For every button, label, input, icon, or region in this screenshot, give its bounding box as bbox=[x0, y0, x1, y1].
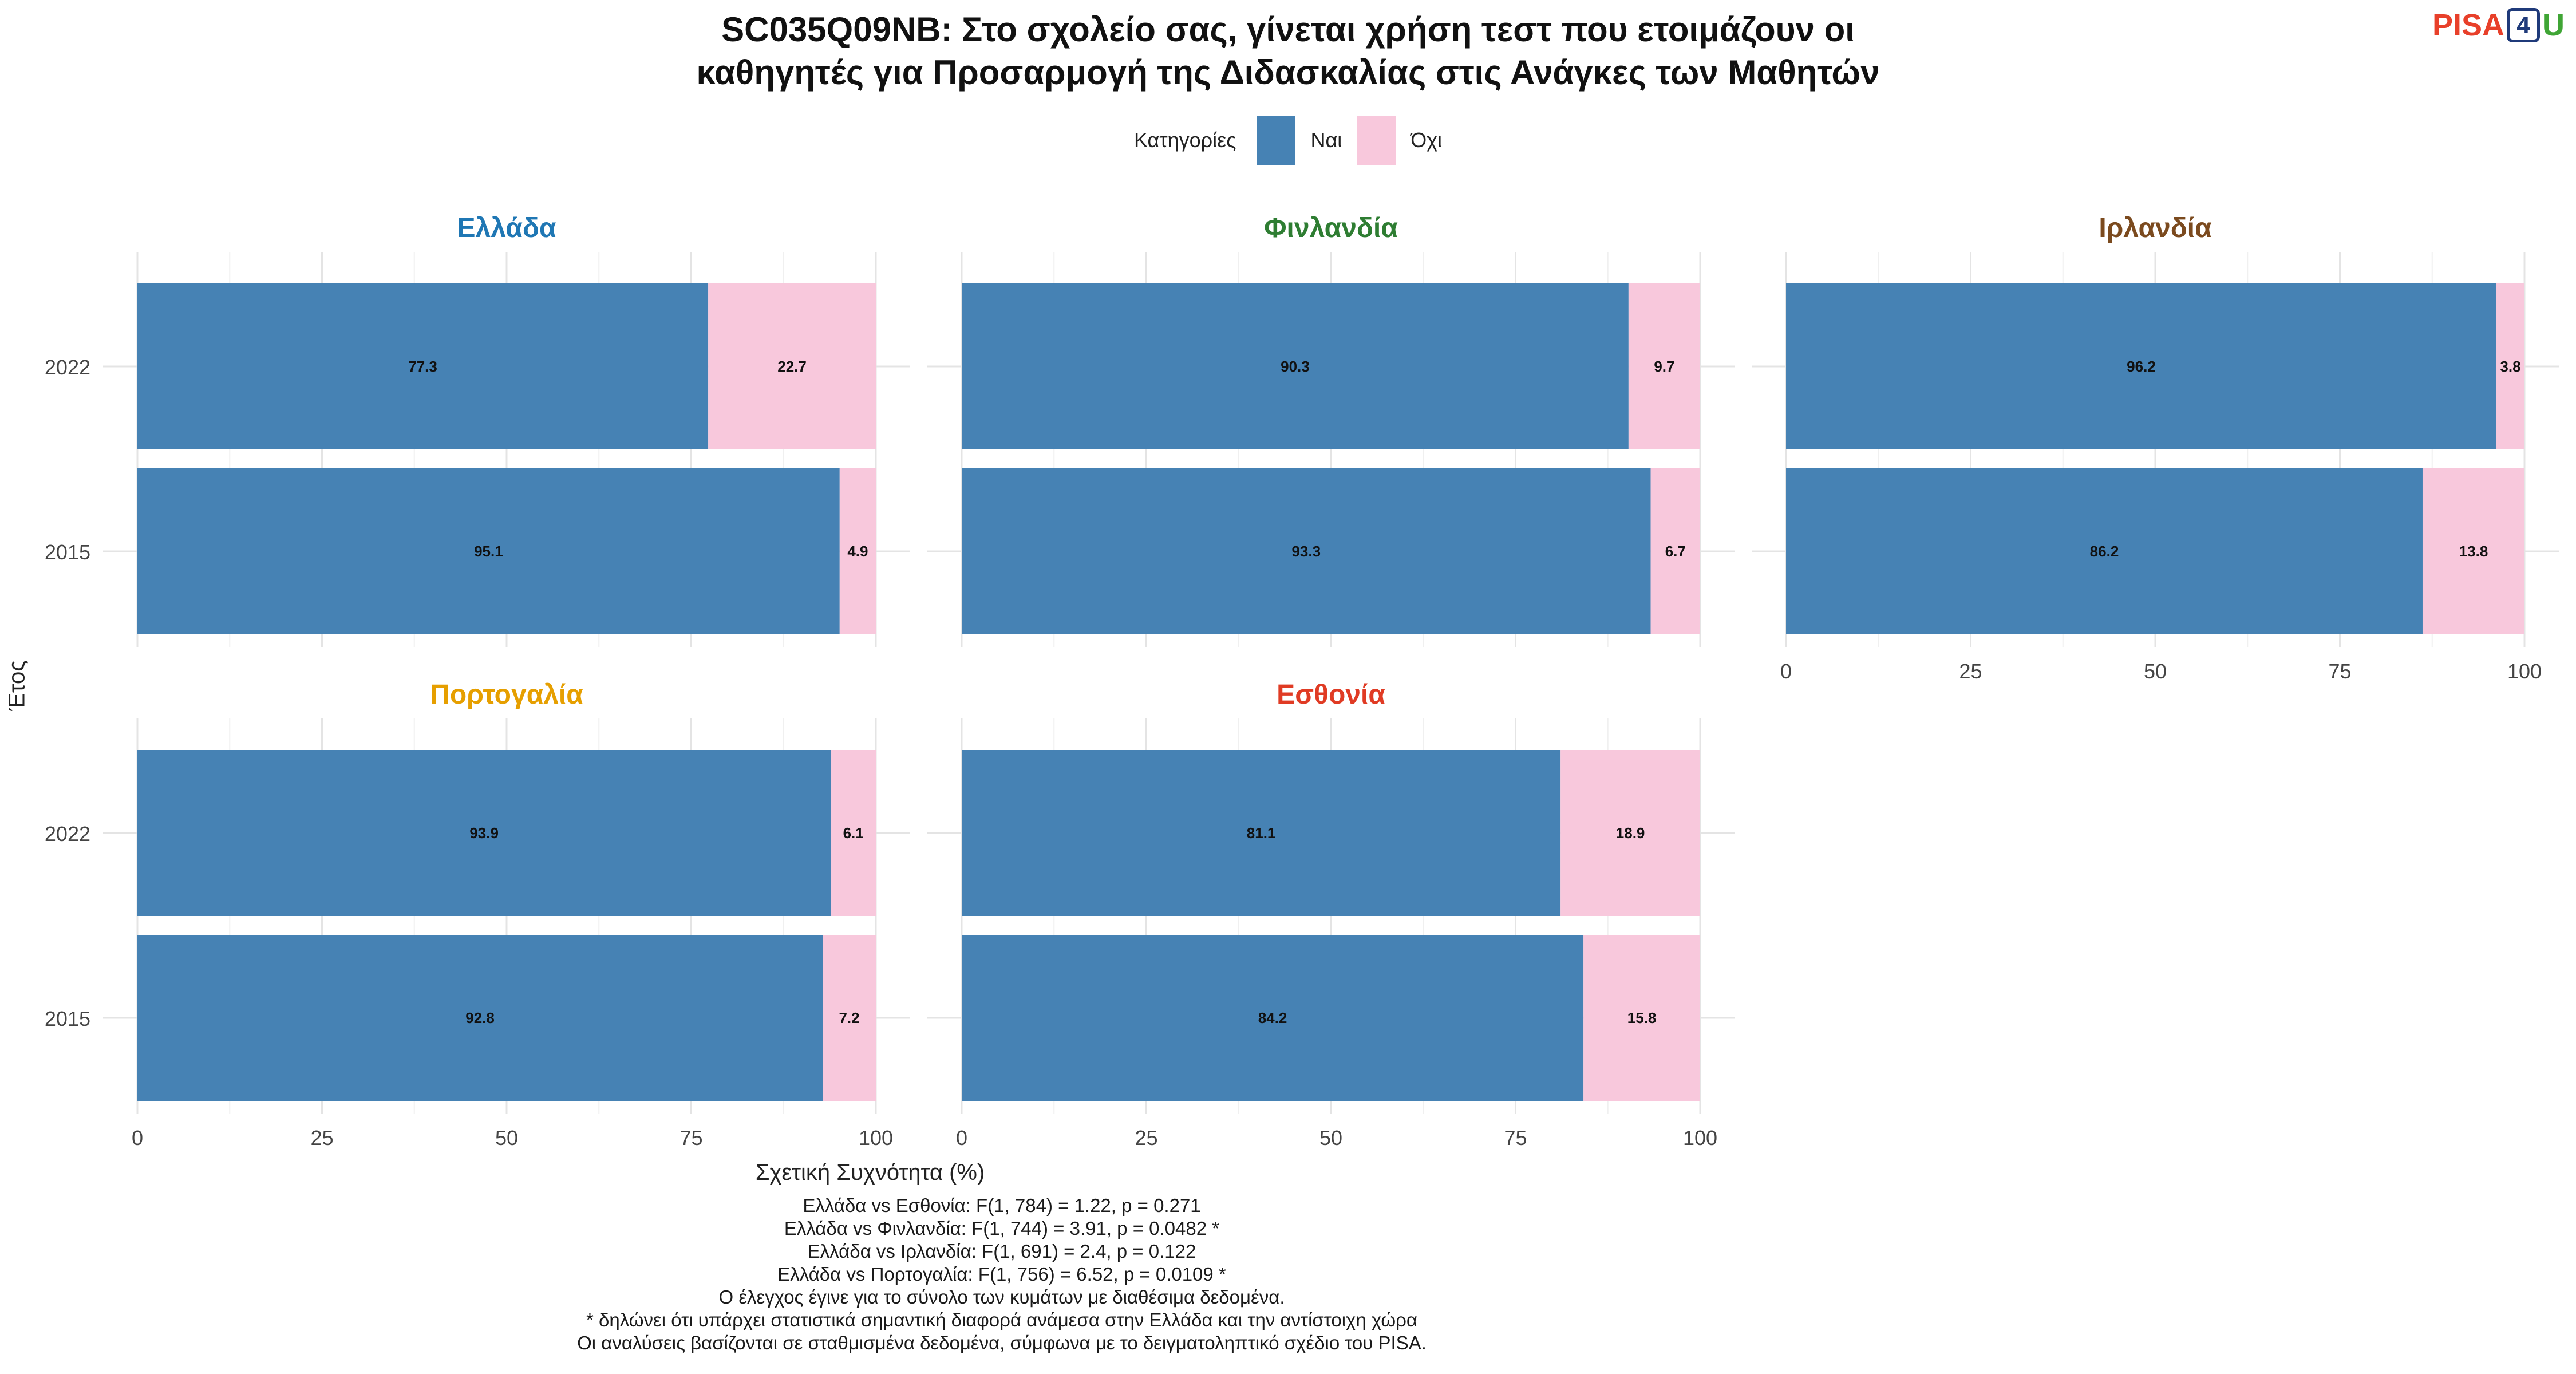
footnote-line: Ελλάδα vs Πορτογαλία: F(1, 756) = 6.52, … bbox=[777, 1264, 1226, 1285]
y-tick-label: 2015 bbox=[45, 540, 90, 564]
bar-yes bbox=[1786, 283, 2496, 449]
logo-pisa-text: PISA bbox=[2432, 8, 2504, 42]
bar-no bbox=[2496, 283, 2524, 449]
x-tick-label: 25 bbox=[310, 1126, 333, 1150]
footnotes: Ελλάδα vs Εσθονία: F(1, 784) = 1.22, p =… bbox=[0, 1194, 2004, 1355]
footnote-line: Ελλάδα vs Ιρλανδία: F(1, 691) = 2.4, p =… bbox=[807, 1241, 1196, 1262]
bar-no bbox=[708, 283, 876, 449]
x-tick-label: 25 bbox=[1959, 660, 1982, 683]
legend-item-yes: Ναι bbox=[1257, 116, 1342, 165]
logo-u-text: U bbox=[2542, 8, 2565, 42]
bar-yes bbox=[962, 283, 1629, 449]
panel-title: Ιρλανδία bbox=[2099, 213, 2212, 243]
y-tick-label: 2022 bbox=[45, 822, 90, 846]
data-label-no: 6.7 bbox=[1665, 543, 1686, 560]
legend-label-no: Όχι bbox=[1411, 128, 1443, 152]
data-label-yes: 93.9 bbox=[469, 824, 499, 842]
x-axis-label: Σχετική Συχνότητα (%) bbox=[755, 1160, 985, 1185]
x-tick-label: 75 bbox=[2328, 660, 2351, 683]
data-label-yes: 77.3 bbox=[408, 358, 437, 375]
x-tick-label: 50 bbox=[2144, 660, 2167, 683]
footnote-line: Ελλάδα vs Εσθονία: F(1, 784) = 1.22, p =… bbox=[803, 1195, 1201, 1216]
bar-no bbox=[1628, 283, 1700, 449]
legend-swatch-yes bbox=[1257, 116, 1296, 165]
y-axis-label: Έτος bbox=[4, 660, 30, 711]
bar-yes bbox=[137, 283, 709, 449]
footnote-line: * δηλώνει ότι υπάρχει στατιστικά σημαντι… bbox=[586, 1309, 1417, 1330]
chart-title-line-2: καθηγητές για Προσαρμογή της Διδασκαλίας… bbox=[696, 53, 1880, 92]
bar-no bbox=[839, 468, 876, 634]
panel-title: Φινλανδία bbox=[1264, 213, 1398, 243]
data-label-no: 6.1 bbox=[843, 824, 864, 842]
data-label-yes: 95.1 bbox=[474, 543, 503, 560]
data-label-yes: 90.3 bbox=[1281, 358, 1310, 375]
bar-yes bbox=[962, 750, 1561, 916]
panel-title: Πορτογαλία bbox=[430, 680, 583, 710]
bar-yes bbox=[962, 935, 1584, 1101]
data-label-no: 22.7 bbox=[777, 358, 807, 375]
footnote-line: Ελλάδα vs Φινλανδία: F(1, 744) = 3.91, p… bbox=[784, 1218, 1220, 1239]
panel-title: Εσθονία bbox=[1277, 680, 1385, 710]
data-label-yes: 92.8 bbox=[465, 1009, 495, 1026]
legend: Κατηγορίες Ναι Όχι bbox=[0, 114, 2576, 166]
x-tick-label: 100 bbox=[2507, 660, 2542, 683]
pisa4u-logo: PISA 4 U bbox=[2432, 2, 2565, 48]
y-tick-label: 2022 bbox=[45, 356, 90, 379]
data-label-yes: 93.3 bbox=[1291, 543, 1321, 560]
x-tick-label: 0 bbox=[132, 1126, 143, 1150]
footnote-line: Οι αναλύσεις βασίζονται σε σταθμισμένα δ… bbox=[577, 1332, 1427, 1353]
data-label-no: 15.8 bbox=[1627, 1009, 1657, 1026]
chart-title: SC035Q09NB: Στο σχολείο σας, γίνεται χρή… bbox=[0, 8, 2576, 94]
data-label-no: 9.7 bbox=[1654, 358, 1674, 375]
x-tick-label: 50 bbox=[1319, 1126, 1342, 1150]
bar-no bbox=[823, 935, 876, 1101]
x-tick-label: 50 bbox=[495, 1126, 518, 1150]
x-tick-label: 0 bbox=[1780, 660, 1792, 683]
y-tick-label: 2015 bbox=[45, 1007, 90, 1030]
chart-title-line-1: SC035Q09NB: Στο σχολείο σας, γίνεται χρή… bbox=[721, 10, 1855, 49]
bar-yes bbox=[962, 468, 1651, 634]
bar-no bbox=[831, 750, 876, 916]
footnote-line: Ο έλεγχος έγινε για το σύνολο των κυμάτω… bbox=[718, 1286, 1285, 1308]
bar-no bbox=[1560, 750, 1700, 916]
bar-yes bbox=[137, 935, 823, 1101]
x-tick-label: 75 bbox=[679, 1126, 702, 1150]
x-tick-label: 25 bbox=[1135, 1126, 1157, 1150]
bar-no bbox=[1650, 468, 1700, 634]
data-label-no: 13.8 bbox=[2459, 543, 2488, 560]
data-label-yes: 81.1 bbox=[1247, 824, 1276, 842]
legend-item-no: Όχι bbox=[1357, 116, 1442, 165]
bar-yes bbox=[1786, 468, 2423, 634]
x-tick-label: 75 bbox=[1504, 1126, 1527, 1150]
panel-title: Ελλάδα bbox=[457, 213, 556, 243]
x-tick-label: 100 bbox=[1683, 1126, 1717, 1150]
data-label-no: 7.2 bbox=[839, 1009, 859, 1026]
data-label-no: 3.8 bbox=[2500, 358, 2520, 375]
bar-yes bbox=[137, 750, 831, 916]
data-label-yes: 84.2 bbox=[1258, 1009, 1287, 1026]
legend-label-yes: Ναι bbox=[1310, 128, 1342, 152]
x-tick-label: 0 bbox=[956, 1126, 967, 1150]
bar-no bbox=[1583, 935, 1700, 1101]
bar-yes bbox=[137, 468, 840, 634]
logo-four-badge: 4 bbox=[2507, 8, 2540, 42]
bar-no bbox=[2422, 468, 2524, 634]
data-label-yes: 86.2 bbox=[2090, 543, 2119, 560]
data-label-no: 18.9 bbox=[1616, 824, 1645, 842]
x-tick-label: 100 bbox=[859, 1126, 893, 1150]
legend-title: Κατηγορίες bbox=[1133, 128, 1236, 152]
data-label-no: 4.9 bbox=[847, 543, 868, 560]
data-label-yes: 96.2 bbox=[2127, 358, 2156, 375]
legend-swatch-no bbox=[1357, 116, 1396, 165]
